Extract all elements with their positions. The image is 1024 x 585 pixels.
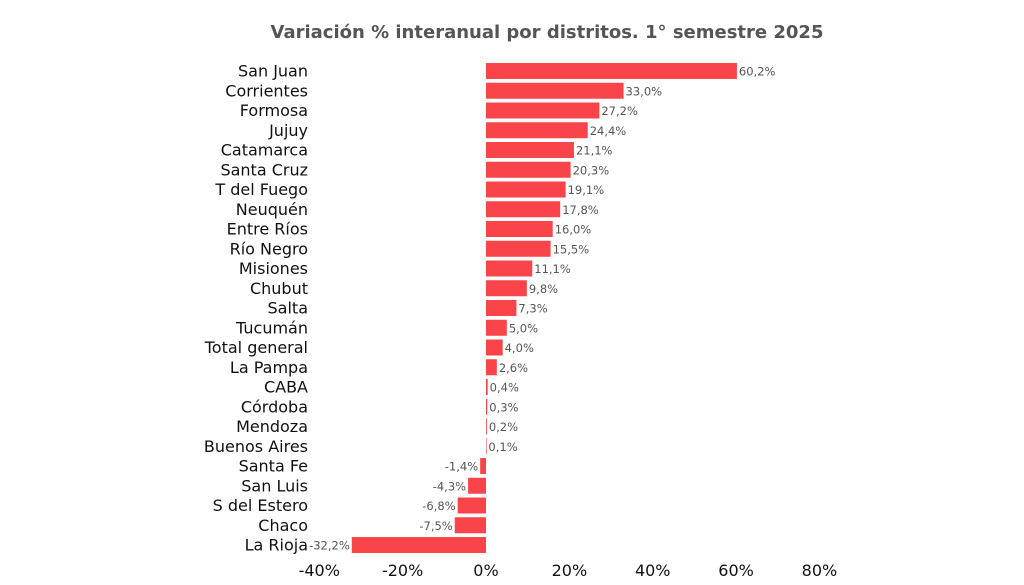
bar xyxy=(486,398,488,415)
bar xyxy=(486,280,527,297)
chart-title: Variación % interanual por distritos. 1°… xyxy=(270,22,824,43)
bar xyxy=(486,339,503,356)
category-label: Neuquén xyxy=(236,200,308,219)
category-label: Tucumán xyxy=(235,318,308,337)
x-tick-label: 0% xyxy=(473,561,498,580)
bar xyxy=(468,477,486,494)
category-label: Mendoza xyxy=(236,417,308,436)
value-label: 19,1% xyxy=(568,183,605,197)
category-label: Catamarca xyxy=(221,141,308,160)
category-label: Salta xyxy=(268,299,308,318)
value-label: 9,8% xyxy=(529,282,558,296)
bar xyxy=(351,537,486,553)
category-label: Chubut xyxy=(250,279,308,298)
value-label: -4,3% xyxy=(433,479,466,493)
value-label: 5,0% xyxy=(509,321,538,335)
category-label: S del Estero xyxy=(213,496,308,515)
category-label: Santa Fe xyxy=(239,457,308,476)
value-label: 24,4% xyxy=(590,124,627,138)
bar xyxy=(486,142,574,158)
bar xyxy=(486,181,566,198)
value-label: 0,4% xyxy=(490,381,519,395)
value-label: 11,1% xyxy=(534,262,571,276)
value-label: -6,8% xyxy=(422,499,455,513)
category-label: T del Fuego xyxy=(214,180,308,199)
value-label: 16,0% xyxy=(555,223,592,237)
bar xyxy=(457,497,486,514)
x-axis-ticks: -40% -20% 0% 20% 40% 60% 80% xyxy=(299,561,838,580)
value-label: 2,6% xyxy=(499,361,528,375)
bar xyxy=(486,63,737,79)
category-labels: San JuanCorrientesFormosaJujuyCatamarcaS… xyxy=(204,62,308,555)
category-label: Misiones xyxy=(239,259,308,278)
value-label: 33,0% xyxy=(626,84,663,98)
category-label: Santa Cruz xyxy=(220,160,308,179)
value-label: 20,3% xyxy=(573,163,610,177)
category-label: Formosa xyxy=(240,101,308,120)
x-tick-label: -40% xyxy=(299,561,340,580)
bar xyxy=(486,260,533,277)
category-label: Corrientes xyxy=(225,81,308,100)
bar xyxy=(486,319,507,336)
bar xyxy=(454,517,486,534)
bar xyxy=(486,122,588,139)
value-label: 0,2% xyxy=(489,420,518,434)
category-label: Jujuy xyxy=(268,121,308,140)
value-label: 21,1% xyxy=(576,144,613,158)
bar xyxy=(486,221,553,237)
category-label: CABA xyxy=(264,378,308,397)
bar xyxy=(486,161,571,178)
x-tick-label: 20% xyxy=(552,561,588,580)
category-label: Total general xyxy=(204,338,308,357)
x-tick-label: 60% xyxy=(718,561,754,580)
x-tick-label: -20% xyxy=(382,561,423,580)
bar xyxy=(486,82,624,99)
category-label: Buenos Aires xyxy=(204,437,308,456)
value-labels: 60,2% 33,0% 27,2% 24,4% 21,1% 20,3% 19,1% 17,8%… xyxy=(309,65,775,553)
category-label: Entre Ríos xyxy=(227,220,308,239)
bar xyxy=(486,240,551,257)
category-label: Córdoba xyxy=(241,397,308,416)
x-tick-label: 40% xyxy=(635,561,671,580)
category-label: La Rioja xyxy=(245,536,308,555)
bar xyxy=(480,458,486,474)
bar xyxy=(486,359,497,376)
bar xyxy=(486,379,488,395)
category-label: San Juan xyxy=(238,62,308,81)
x-tick-label: 80% xyxy=(802,561,838,580)
bar xyxy=(486,418,487,435)
value-label: 27,2% xyxy=(601,104,638,118)
value-label: 0,3% xyxy=(489,400,518,414)
category-label: La Pampa xyxy=(230,358,308,377)
value-label: -1,4% xyxy=(445,460,478,474)
category-label: Río Negro xyxy=(230,239,308,258)
value-label: -32,2% xyxy=(309,539,350,553)
value-label: 0,1% xyxy=(488,440,517,454)
category-label: Chaco xyxy=(258,516,308,535)
category-label: San Luis xyxy=(241,476,308,495)
bars-layer xyxy=(351,63,737,553)
value-label: 17,8% xyxy=(562,203,599,217)
bar xyxy=(486,201,561,218)
value-label: -7,5% xyxy=(419,519,452,533)
bar xyxy=(486,102,600,119)
value-label: 4,0% xyxy=(505,341,534,355)
bar xyxy=(486,438,487,455)
value-label: 15,5% xyxy=(553,242,590,256)
bar xyxy=(486,300,517,316)
value-label: 60,2% xyxy=(739,65,776,79)
value-label: 7,3% xyxy=(518,302,547,316)
